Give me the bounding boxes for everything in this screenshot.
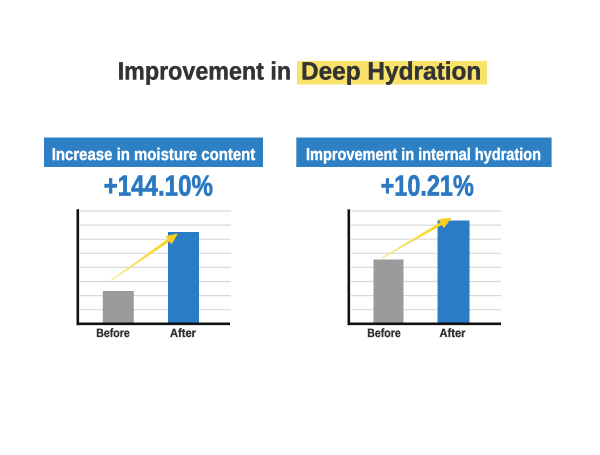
svg-text:After: After (440, 326, 466, 340)
svg-text:After: After (170, 326, 196, 340)
svg-text:+10.21%: +10.21% (381, 170, 474, 202)
svg-text:Deep Hydration: Deep Hydration (301, 58, 481, 86)
svg-text:Before: Before (367, 326, 401, 340)
svg-text:+144.10%: +144.10% (104, 170, 214, 202)
svg-text:Before: Before (96, 326, 130, 340)
svg-text:Increase in moisture content: Increase in moisture content (52, 145, 256, 164)
svg-text:Improvement in internal hydrat: Improvement in internal hydration (306, 145, 541, 164)
svg-text:Improvement in: Improvement in (118, 58, 291, 86)
